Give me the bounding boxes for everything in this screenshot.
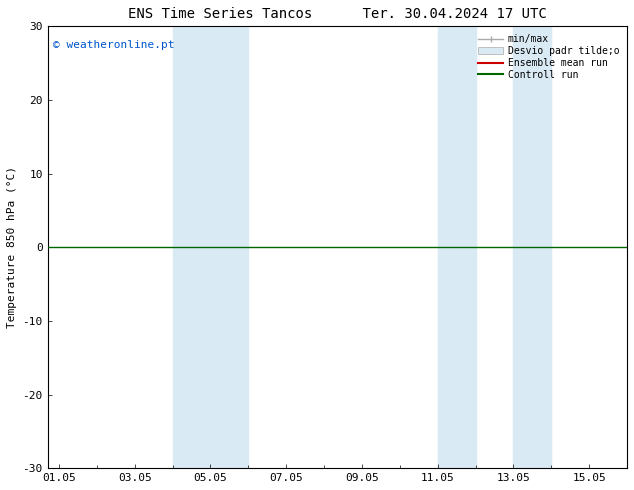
Bar	[514, 26, 552, 468]
Text: © weatheronline.pt: © weatheronline.pt	[53, 40, 175, 49]
Title: ENS Time Series Tancos      Ter. 30.04.2024 17 UTC: ENS Time Series Tancos Ter. 30.04.2024 1…	[128, 7, 547, 21]
Y-axis label: Temperature 850 hPa (°C): Temperature 850 hPa (°C)	[7, 166, 17, 328]
Bar	[172, 26, 210, 468]
Bar	[437, 26, 476, 468]
Bar	[210, 26, 249, 468]
Legend: min/max, Desvio padr tilde;o, Ensemble mean run, Controll run: min/max, Desvio padr tilde;o, Ensemble m…	[476, 31, 622, 83]
